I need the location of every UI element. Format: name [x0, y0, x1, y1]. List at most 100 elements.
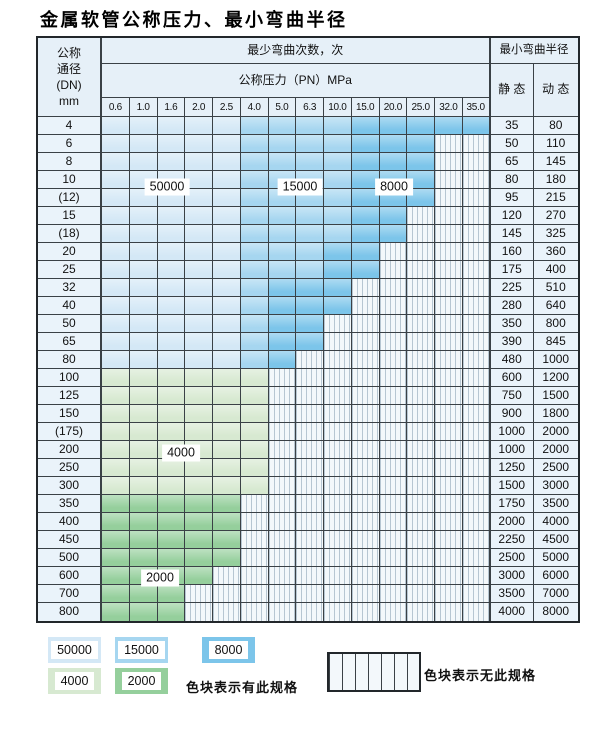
static-value: 1000 — [490, 441, 534, 459]
spec-cell — [324, 243, 352, 261]
no-spec-cell — [379, 567, 408, 585]
spec-cell — [102, 171, 130, 189]
no-spec-cell — [462, 441, 491, 459]
header-dn-line: 通径 — [56, 61, 81, 76]
spec-cell — [324, 261, 352, 279]
no-spec-cell — [296, 603, 324, 621]
spec-cell — [268, 261, 297, 279]
no-spec-cell — [296, 351, 324, 369]
pressure-col-header: 2.0 — [185, 98, 213, 117]
no-spec-cell — [462, 171, 491, 189]
spec-cell — [102, 495, 130, 513]
no-spec-cell — [435, 261, 463, 279]
spec-cell — [185, 495, 213, 513]
spec-cell — [185, 243, 213, 261]
legend-swatch-4000: 4000 — [48, 668, 101, 694]
spec-cell — [213, 405, 241, 423]
static-value: 80 — [490, 171, 534, 189]
static-value: 280 — [490, 297, 534, 315]
spec-cell — [268, 333, 297, 351]
no-spec-cell — [435, 531, 463, 549]
spec-cell — [213, 333, 241, 351]
no-spec-cell — [379, 585, 408, 603]
no-spec-cell — [407, 477, 435, 495]
spec-cell — [102, 153, 130, 171]
no-spec-cell — [407, 225, 435, 243]
spec-cell — [129, 351, 158, 369]
spec-cell — [185, 387, 213, 405]
dynamic-value: 110 — [534, 135, 578, 153]
dynamic-value: 145 — [534, 153, 578, 171]
static-value: 1250 — [490, 459, 534, 477]
no-spec-cell — [268, 585, 297, 603]
no-spec-cell — [462, 333, 491, 351]
spec-cell — [129, 495, 158, 513]
no-spec-cell — [435, 423, 463, 441]
header-dn-line: 公称 — [56, 45, 81, 60]
legend-swatch-label: 8000 — [208, 641, 249, 659]
no-spec-cell — [351, 387, 380, 405]
dn-cell: 8 — [38, 153, 102, 171]
no-spec-cell — [324, 531, 352, 549]
dn-cell: 250 — [38, 459, 102, 477]
spec-cell — [129, 477, 158, 495]
no-spec-cell — [324, 423, 352, 441]
spec-cell — [324, 153, 352, 171]
no-spec-cell — [435, 135, 463, 153]
spec-cell — [185, 207, 213, 225]
no-spec-cell — [407, 387, 435, 405]
no-spec-cell — [268, 567, 297, 585]
spec-cell — [240, 135, 269, 153]
spec-cell — [324, 189, 352, 207]
spec-cell — [268, 351, 297, 369]
pressure-col-header: 25.0 — [407, 98, 435, 117]
no-spec-cell — [435, 459, 463, 477]
spec-cell — [185, 225, 213, 243]
spec-cell — [213, 549, 241, 567]
dynamic-value: 8000 — [534, 603, 578, 621]
no-spec-cell — [351, 297, 380, 315]
spec-cell — [157, 117, 186, 135]
spec-cell — [157, 207, 186, 225]
spec-cell — [185, 315, 213, 333]
dn-cell: 80 — [38, 351, 102, 369]
no-spec-cell — [379, 387, 408, 405]
no-spec-cell — [296, 495, 324, 513]
static-value: 350 — [490, 315, 534, 333]
no-spec-cell — [407, 261, 435, 279]
spec-cell — [102, 351, 130, 369]
spec-cell — [157, 405, 186, 423]
spec-cell — [324, 117, 352, 135]
no-spec-cell — [435, 513, 463, 531]
spec-cell — [102, 531, 130, 549]
dn-cell: 40 — [38, 297, 102, 315]
spec-cell — [351, 117, 380, 135]
spec-cell — [102, 333, 130, 351]
spec-cell — [102, 225, 130, 243]
dn-cell: 200 — [38, 441, 102, 459]
header-pressure-group: 公称压力（PN）MPa — [102, 64, 491, 98]
legend-swatch-50000: 50000 — [48, 637, 101, 663]
spec-cell — [157, 513, 186, 531]
spec-cell — [296, 243, 324, 261]
no-spec-cell — [462, 153, 491, 171]
no-spec-cell — [462, 207, 491, 225]
no-spec-cell — [462, 279, 491, 297]
no-spec-cell — [296, 459, 324, 477]
spec-cell — [157, 297, 186, 315]
no-spec-cell — [240, 495, 269, 513]
spec-cell — [351, 261, 380, 279]
no-spec-cell — [268, 387, 297, 405]
spec-cell — [351, 153, 380, 171]
no-spec-cell — [268, 495, 297, 513]
spec-cell — [240, 261, 269, 279]
spec-cell — [102, 297, 130, 315]
no-spec-cell — [324, 495, 352, 513]
no-spec-cell — [296, 549, 324, 567]
no-spec-cell — [296, 441, 324, 459]
no-spec-cell — [435, 477, 463, 495]
spec-cell — [129, 261, 158, 279]
spec-cell — [296, 333, 324, 351]
spec-cell — [296, 261, 324, 279]
pressure-col-header: 0.6 — [102, 98, 130, 117]
